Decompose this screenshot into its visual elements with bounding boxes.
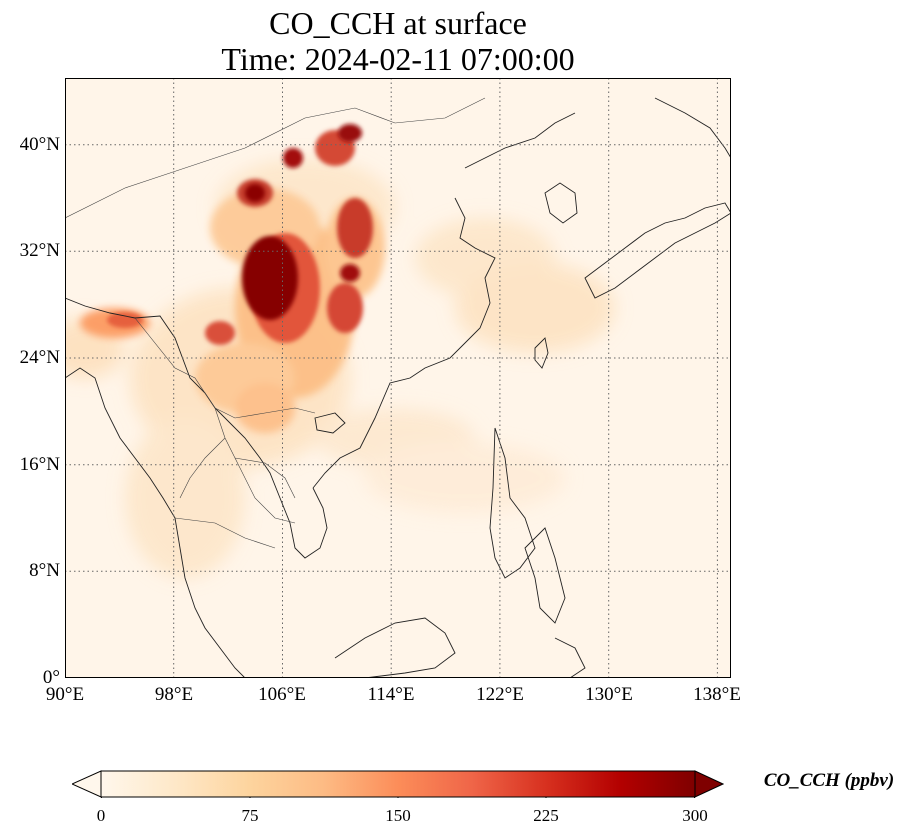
lat-tick-label: 8°N: [29, 560, 60, 581]
coastlines: [65, 97, 731, 678]
gridlines: [65, 78, 731, 678]
map-panel: [65, 78, 731, 678]
colorbar-ticks: [101, 797, 695, 798]
colorbar-tick-label: 225: [533, 806, 559, 825]
colorbar-tick-label: 75: [241, 806, 259, 825]
map-border: [65, 78, 731, 678]
lon-tick-label: 122°E: [476, 684, 524, 705]
lon-tick-label: 106°E: [258, 684, 306, 705]
colorbar-label: CO_CCH (ppbv): [763, 770, 895, 791]
colorbar-max-extend: [694, 770, 724, 798]
title-line-1: CO_CCH at surface: [269, 5, 527, 41]
colorbar: [72, 770, 724, 798]
lat-tick-label: 24°N: [19, 347, 60, 368]
colorbar-min-extend: [72, 770, 102, 798]
colorbar-gradient: [100, 770, 696, 798]
lon-tick-label: 130°E: [585, 684, 633, 705]
colorbar-tick-label: 150: [385, 806, 411, 825]
plume-peak: [242, 124, 362, 320]
lat-tick-label: 16°N: [19, 454, 60, 475]
concentration-field: [65, 124, 615, 578]
borders: [65, 97, 486, 549]
colorbar-tick-label: 300: [682, 806, 708, 825]
lon-tick-label: 138°E: [693, 684, 741, 705]
lon-tick-label: 98°E: [154, 684, 194, 705]
title-line-2: Time: 2024-02-11 07:00:00: [221, 41, 575, 77]
lat-tick-label: 0°: [42, 667, 60, 688]
lat-tick-label: 40°N: [19, 134, 60, 155]
colorbar-tick-label: 0: [96, 806, 106, 825]
lon-tick-label: 90°E: [45, 684, 85, 705]
lon-tick-label: 114°E: [367, 684, 415, 705]
lat-tick-label: 32°N: [19, 240, 60, 261]
